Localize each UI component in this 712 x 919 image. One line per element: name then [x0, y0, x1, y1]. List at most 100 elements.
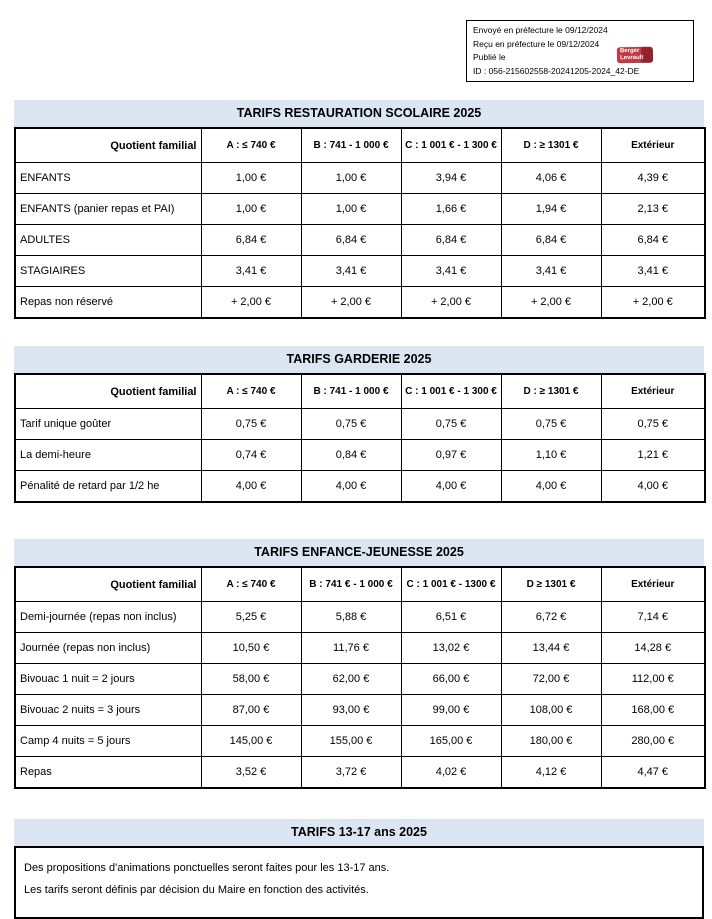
column-header: D ≥ 1301 €: [500, 566, 602, 602]
price-cell: 4,06 €: [500, 162, 602, 194]
price-cell: 1,21 €: [600, 439, 706, 471]
section-tarifs-restauration-scolaire-2025: TARIFS RESTAURATION SCOLAIRE 2025 Quotien…: [14, 100, 706, 319]
price-cell: 280,00 €: [600, 725, 706, 757]
price-cell: 66,00 €: [400, 663, 502, 695]
table-row: ENFANTS (panier repas et PAI) 1,00 €1,00 …: [14, 193, 706, 225]
table-row: Journée (repas non inclus) 10,50 €11,76 €…: [14, 632, 706, 664]
price-cell: 4,00 €: [300, 470, 402, 503]
price-cell: 99,00 €: [400, 694, 502, 726]
price-cell: 6,84 €: [600, 224, 706, 256]
row-label: Bivouac 1 nuit = 2 jours: [14, 663, 202, 695]
header-row: Quotient familial A : ≤ 740 € B : 741 - 1 …: [14, 127, 706, 163]
price-cell: 1,94 €: [500, 193, 602, 225]
row-label: ADULTES: [14, 224, 202, 256]
price-cell: 112,00 €: [600, 663, 706, 695]
tariff-table: Quotient familial A : ≤ 740 € B : 741 - 1 …: [14, 127, 706, 319]
price-cell: + 2,00 €: [500, 286, 602, 319]
price-cell: 93,00 €: [300, 694, 402, 726]
price-cell: 6,51 €: [400, 601, 502, 633]
stamp-line-envoye: Envoyé en préfecture le 09/12/2024: [473, 25, 608, 35]
table-row: Bivouac 1 nuit = 2 jours 58,00 €62,00 €66…: [14, 663, 706, 695]
table-row: Pénalité de retard par 1/2 he 4,00 €4,00 …: [14, 470, 706, 503]
table-row: Repas non réservé + 2,00 € + 2,00 € + 2,00 …: [14, 286, 706, 319]
price-cell: + 2,00 €: [200, 286, 302, 319]
price-cell: 1,66 €: [400, 193, 502, 225]
column-header: Extérieur: [600, 566, 706, 602]
price-cell: 6,84 €: [200, 224, 302, 256]
section-tarifs-enfance-jeunesse-2025: TARIFS ENFANCE-JEUNESSE 2025 Quotient fam…: [14, 539, 706, 789]
price-cell: 165,00 €: [400, 725, 502, 757]
price-cell: 180,00 €: [500, 725, 602, 757]
price-cell: 0,75 €: [400, 408, 502, 440]
price-cell: + 2,00 €: [300, 286, 402, 319]
row-label: Repas: [14, 756, 202, 789]
price-cell: 6,84 €: [300, 224, 402, 256]
price-cell: 0,97 €: [400, 439, 502, 471]
price-cell: 0,75 €: [300, 408, 402, 440]
table-row: Demi-journée (repas non inclus) 5,25 €5,8…: [14, 601, 706, 633]
price-cell: 6,84 €: [500, 224, 602, 256]
table-row: ADULTES 6,84 €6,84 €6,84 €6,84 €6,84 €: [14, 224, 706, 256]
price-cell: 3,41 €: [500, 255, 602, 287]
column-header: C : 1 001 € - 1 300 €: [400, 373, 502, 409]
quotient-familial-header: Quotient familial: [14, 373, 202, 409]
price-cell: 3,94 €: [400, 162, 502, 194]
price-cell: 0,84 €: [300, 439, 402, 471]
price-cell: 3,41 €: [300, 255, 402, 287]
price-cell: 1,00 €: [200, 193, 302, 225]
stamp-line-recu: Reçu en préfecture le 09/12/2024: [473, 38, 600, 49]
price-cell: 1,00 €: [300, 162, 402, 194]
table-row: ENFANTS 1,00 €1,00 €3,94 €4,06 €4,39 €: [14, 162, 706, 194]
column-header: C : 1 001 € - 1 300 €: [400, 127, 502, 163]
price-cell: + 2,00 €: [400, 286, 502, 319]
logo-text-line2: Levrault: [620, 54, 644, 62]
column-header: A : ≤ 740 €: [200, 566, 302, 602]
column-header: B : 741 € - 1 000 €: [300, 566, 402, 602]
tariff-table: Quotient familial A : ≤ 740 € B : 741 - 1 …: [14, 373, 706, 503]
section-tarifs-garderie-2025: TARIFS GARDERIE 2025 Quotient familial A :…: [14, 346, 706, 503]
price-cell: 168,00 €: [600, 694, 706, 726]
price-cell: 4,39 €: [600, 162, 706, 194]
table-title: TARIFS GARDERIE 2025: [14, 346, 704, 373]
row-label: ENFANTS: [14, 162, 202, 194]
price-cell: 3,72 €: [300, 756, 402, 789]
price-cell: 3,52 €: [200, 756, 302, 789]
row-label: ENFANTS (panier repas et PAI): [14, 193, 202, 225]
price-cell: 145,00 €: [200, 725, 302, 757]
quotient-familial-header: Quotient familial: [14, 127, 202, 163]
stamp-line-id: ID : 056-215602558-20241205-2024_42-DE: [473, 65, 640, 76]
column-header: A : ≤ 740 €: [200, 127, 302, 163]
row-label: Demi-journée (repas non inclus): [14, 601, 202, 633]
price-cell: 4,02 €: [400, 756, 502, 789]
row-label: Camp 4 nuits = 5 jours: [14, 725, 202, 757]
price-cell: 0,75 €: [200, 408, 302, 440]
table-row: Tarif unique goûter 0,75 €0,75 €0,75 €0,7…: [14, 408, 706, 440]
price-cell: 6,84 €: [400, 224, 502, 256]
document-body: TARIFS RESTAURATION SCOLAIRE 2025 Quotien…: [14, 100, 706, 919]
prefecture-stamp: Envoyé en préfecture le 09/12/2024 Reçu …: [466, 20, 694, 82]
price-cell: 0,74 €: [200, 439, 302, 471]
row-label: Repas non réservé: [14, 286, 202, 319]
row-label: STAGIAIRES: [14, 255, 202, 287]
price-cell: 72,00 €: [500, 663, 602, 695]
price-cell: 1,10 €: [500, 439, 602, 471]
price-cell: 87,00 €: [200, 694, 302, 726]
price-cell: 1,00 €: [200, 162, 302, 194]
header-row: Quotient familial A : ≤ 740 € B : 741 - 1 …: [14, 373, 706, 409]
note-line: Les tarifs seront définis par décision d…: [24, 884, 369, 896]
price-cell: + 2,00 €: [600, 286, 706, 319]
section-tarifs-13-17: TARIFS 13-17 ans 2025 Des propositions d…: [14, 819, 704, 919]
stamp-line-publie: Publié le: [473, 52, 506, 62]
table-title: TARIFS RESTAURATION SCOLAIRE 2025: [14, 100, 704, 127]
row-label: Tarif unique goûter: [14, 408, 202, 440]
price-cell: 4,00 €: [400, 470, 502, 503]
column-header: B : 741 - 1 000 €: [300, 127, 402, 163]
price-cell: 3,41 €: [600, 255, 706, 287]
tariff-table: Quotient familial A : ≤ 740 € B : 741 € - …: [14, 566, 706, 789]
price-cell: 14,28 €: [600, 632, 706, 664]
column-header: C : 1 001 € - 1300 €: [400, 566, 502, 602]
column-header: Extérieur: [600, 127, 706, 163]
price-cell: 108,00 €: [500, 694, 602, 726]
price-cell: 4,47 €: [600, 756, 706, 789]
header-row: Quotient familial A : ≤ 740 € B : 741 € - …: [14, 566, 706, 602]
